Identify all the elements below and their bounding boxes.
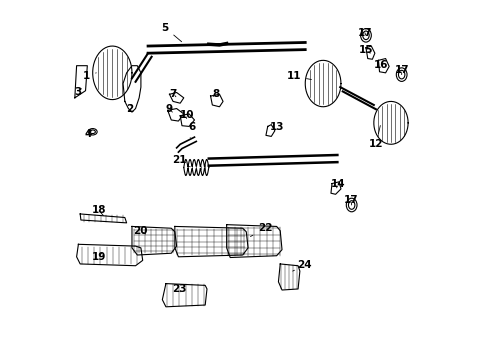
Text: 20: 20 xyxy=(133,226,147,236)
Text: 1: 1 xyxy=(83,71,96,81)
Text: 18: 18 xyxy=(91,205,106,215)
Text: 8: 8 xyxy=(212,89,219,99)
Text: 11: 11 xyxy=(286,71,311,81)
Text: 17: 17 xyxy=(393,65,408,75)
Text: 4: 4 xyxy=(84,129,92,139)
Text: 2: 2 xyxy=(126,104,134,113)
Text: 23: 23 xyxy=(172,284,186,294)
Text: 12: 12 xyxy=(368,126,383,149)
Text: 17: 17 xyxy=(343,195,358,205)
Text: 22: 22 xyxy=(250,223,272,237)
Text: 16: 16 xyxy=(373,60,388,69)
Text: 19: 19 xyxy=(91,252,106,262)
Text: 10: 10 xyxy=(179,110,193,120)
Text: 13: 13 xyxy=(269,122,284,132)
Text: 24: 24 xyxy=(292,260,311,271)
Text: 5: 5 xyxy=(161,23,181,42)
Text: 7: 7 xyxy=(169,89,176,99)
Text: 15: 15 xyxy=(358,45,372,55)
Text: 17: 17 xyxy=(357,28,371,38)
Text: 6: 6 xyxy=(188,122,195,138)
Text: 9: 9 xyxy=(165,104,173,113)
Text: 3: 3 xyxy=(75,87,82,98)
Text: 14: 14 xyxy=(330,179,345,189)
Text: 21: 21 xyxy=(172,156,190,167)
